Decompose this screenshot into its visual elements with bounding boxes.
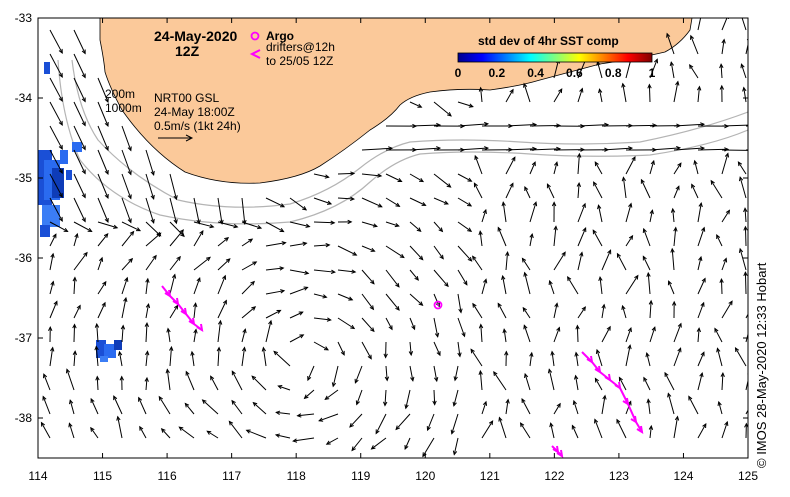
y-tick-label: -33 — [15, 11, 33, 25]
legend-1000m: 1000m — [105, 101, 142, 115]
x-tick-label: 114 — [28, 469, 47, 483]
colorbar-tick: 0.6 — [566, 66, 583, 80]
current-arrow — [745, 227, 746, 246]
colorbar-tick: 1 — [649, 66, 656, 80]
x-tick-label: 120 — [415, 469, 435, 483]
y-tick-label: -34 — [15, 91, 33, 105]
current-arrowhead — [748, 149, 752, 152]
legend-200m: 200m — [105, 87, 135, 101]
colorbar-tick: 0.4 — [527, 66, 544, 80]
colorbar-tick: 0.2 — [488, 66, 505, 80]
current-arrow — [745, 272, 746, 294]
colorbar-gradient — [458, 53, 652, 62]
current-arrowhead — [740, 13, 743, 17]
x-tick-label: 125 — [738, 469, 758, 483]
map-date: 24-May-2020 — [154, 28, 237, 44]
product-line2: 24-May 18:00Z — [154, 105, 235, 119]
map-time: 12Z — [175, 43, 200, 59]
current-arrowhead — [749, 306, 752, 310]
x-tick-label: 122 — [544, 469, 564, 483]
current-arrow — [338, 173, 354, 174]
x-tick-label: 121 — [480, 469, 500, 483]
drifters-legend-line2: to 25/05 12Z — [266, 54, 333, 68]
colorbar-title: std dev of 4hr SST comp — [478, 34, 619, 48]
current-arrowhead — [772, 147, 776, 150]
copyright-label: © IMOS 28-May-2020 12:33 Hobart — [754, 263, 769, 468]
current-arrowhead — [748, 123, 752, 126]
current-arrow — [74, 325, 75, 342]
current-arrow — [649, 85, 650, 102]
y-tick-label: -37 — [15, 331, 33, 345]
current-arrowhead — [772, 124, 776, 127]
y-tick-label: -38 — [15, 411, 33, 425]
colorbar-tick: 0 — [455, 66, 462, 80]
x-tick-label: 116 — [158, 469, 177, 483]
current-arrowhead — [748, 324, 751, 328]
x-tick-label: 118 — [287, 469, 306, 483]
current-arrow — [746, 148, 776, 150]
current-arrowhead — [750, 400, 753, 404]
current-arrow — [721, 279, 722, 294]
x-tick-label: 117 — [222, 469, 241, 483]
y-tick-label: -35 — [15, 171, 33, 185]
product-line1: NRT00 GSL — [154, 91, 219, 105]
x-tick-label: 124 — [673, 469, 693, 483]
x-tick-label: 119 — [351, 469, 370, 483]
product-line3: 0.5m/s (1kt 24h) — [154, 119, 241, 133]
current-arrowhead — [700, 9, 703, 13]
drifters-legend-line1: drifters@12h — [266, 40, 335, 54]
x-tick-label: 123 — [609, 469, 629, 483]
current-arrow — [746, 125, 776, 126]
y-tick-label: -36 — [15, 251, 33, 265]
colorbar-tick: 0.8 — [605, 66, 622, 80]
current-arrow — [577, 326, 578, 342]
current-arrow — [434, 390, 435, 405]
x-tick-label: 115 — [93, 469, 112, 483]
